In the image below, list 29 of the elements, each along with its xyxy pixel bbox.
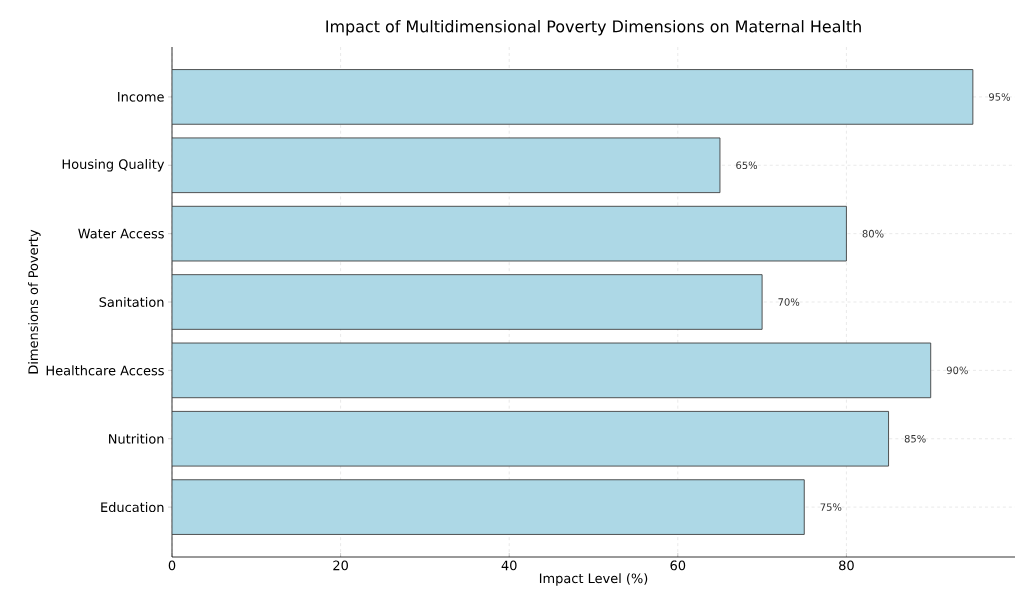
data-label: 80% bbox=[862, 229, 884, 238]
y-tick-label: Education bbox=[101, 502, 164, 513]
y-tick-label: Housing Quality bbox=[62, 159, 165, 172]
chart-title: Impact of Multidimensional Poverty Dimensions on Maternal Health bbox=[326, 20, 861, 36]
data-label: 85% bbox=[904, 434, 926, 443]
bar bbox=[172, 274, 763, 330]
x-tick-label: 40 bbox=[501, 560, 517, 571]
y-tick-label: Nutrition bbox=[109, 433, 164, 444]
bar bbox=[172, 137, 721, 194]
bar bbox=[172, 342, 932, 399]
data-label: 70% bbox=[778, 298, 800, 306]
y-tick-label: Sanitation bbox=[99, 296, 164, 308]
x-axis-title: Impact Level (%) bbox=[539, 573, 648, 586]
y-tick-label: Water Access bbox=[78, 228, 164, 239]
data-label: 65% bbox=[736, 161, 758, 170]
y-tick-label: Healthcare Access bbox=[46, 365, 164, 376]
x-tick-label: 60 bbox=[670, 560, 686, 571]
y-axis-title: Dimensions of Poverty bbox=[28, 229, 41, 374]
bar bbox=[172, 205, 847, 262]
bar bbox=[172, 410, 890, 467]
bar bbox=[172, 479, 805, 535]
x-tick-label: 80 bbox=[839, 560, 854, 571]
y-tick-label: Income bbox=[118, 92, 164, 102]
data-label: 95% bbox=[989, 93, 1010, 101]
data-label: 75% bbox=[820, 503, 842, 511]
bar bbox=[172, 69, 974, 125]
data-label: 90% bbox=[946, 366, 968, 375]
x-tick-label: 0 bbox=[168, 560, 176, 571]
x-tick-label: 20 bbox=[333, 560, 348, 571]
